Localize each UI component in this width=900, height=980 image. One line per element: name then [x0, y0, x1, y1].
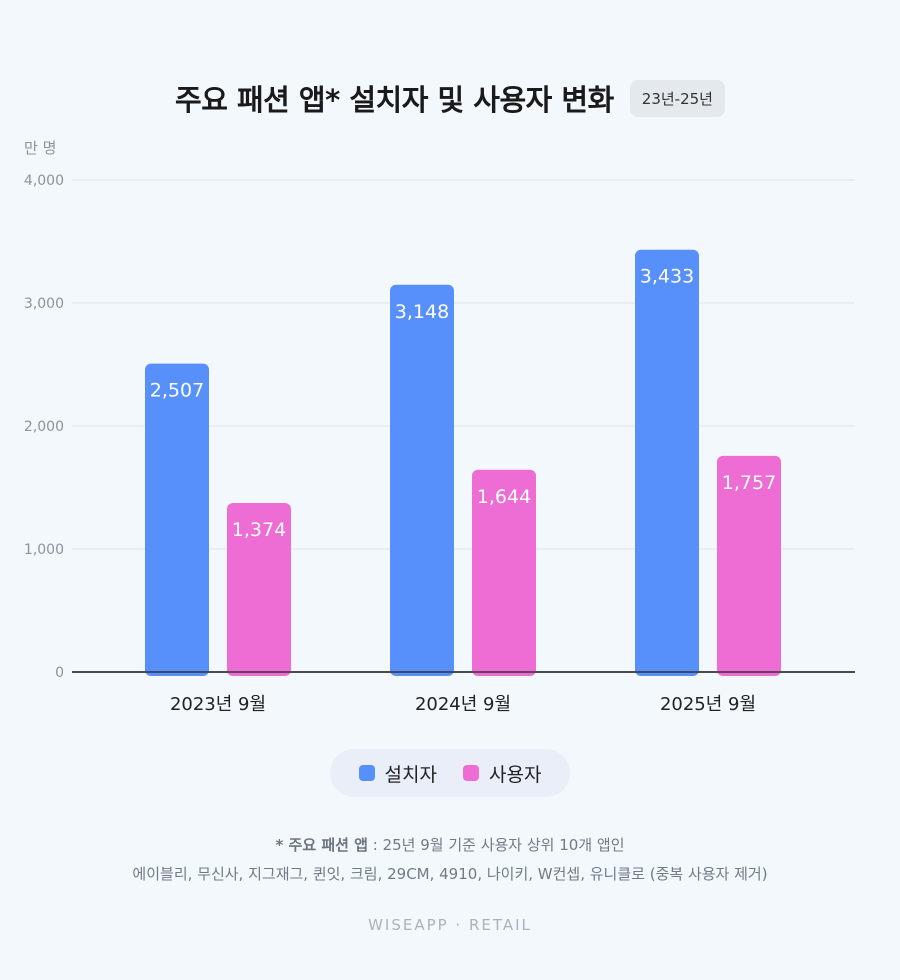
x-tick-label: 2025년 9월 [660, 694, 756, 715]
bar-chart: 만 명 0 1,000 2,000 3,000 4,000 2,507 1,374 2023년 … [24, 139, 855, 715]
bar-users [227, 502, 291, 676]
brand-logo-text: WISEAPP · RETAIL [368, 916, 532, 934]
y-tick-label: 0 [55, 665, 64, 681]
y-tick-label: 1,000 [24, 542, 64, 558]
x-tick-label: 2023년 9월 [170, 694, 266, 715]
title-bar: 주요 패션 앱* 설치자 및 사용자 변화 23년-25년 [0, 72, 900, 124]
bar-installers [145, 363, 209, 676]
bar-base-users [472, 666, 536, 672]
legend-item-users: 사용자 [463, 760, 541, 787]
data-label: 1,757 [722, 472, 776, 494]
bar-base-installers [145, 666, 209, 672]
footnote-line1: : 25년 9월 기준 사용자 상위 10개 앱인 [367, 836, 625, 854]
bar-base-users [717, 666, 781, 672]
y-axis-unit: 만 명 [24, 139, 56, 157]
y-tick-label: 3,000 [24, 296, 64, 312]
footnote: * 주요 패션 앱 : 25년 9월 기준 사용자 상위 10개 앱인 에이블리… [0, 831, 900, 889]
chart-title: 주요 패션 앱* 설치자 및 사용자 변화 [175, 83, 614, 117]
bar-installers [390, 284, 454, 676]
data-label: 1,374 [232, 519, 286, 541]
bar-base-users [227, 666, 291, 672]
bar-base-installers [390, 666, 454, 672]
bar-installers [635, 249, 699, 676]
data-label: 3,148 [395, 301, 449, 323]
legend-label-users: 사용자 [489, 763, 542, 786]
legend: 설치자 사용자 [330, 749, 570, 797]
legend-swatch-installers [358, 765, 375, 781]
legend-item-installers: 설치자 [358, 760, 437, 787]
y-tick-label: 4,000 [24, 173, 64, 189]
bar-users [717, 455, 781, 676]
footnote-line2: 에이블리, 무신사, 지그재그, 퀸잇, 크림, 29CM, 4910, 나이키… [132, 865, 768, 883]
bar-users [472, 469, 536, 676]
x-tick-label: 2024년 9월 [415, 694, 511, 715]
data-label: 2,507 [150, 380, 204, 402]
data-label: 3,433 [640, 266, 694, 288]
y-tick-label: 2,000 [24, 419, 64, 435]
data-label: 1,644 [477, 486, 531, 508]
legend-swatch-users [463, 765, 479, 781]
bar-base-installers [635, 666, 699, 672]
period-badge: 23년-25년 [629, 79, 725, 117]
legend-label-installers: 설치자 [384, 763, 437, 786]
footnote-head: * 주요 패션 앱 [275, 836, 368, 854]
